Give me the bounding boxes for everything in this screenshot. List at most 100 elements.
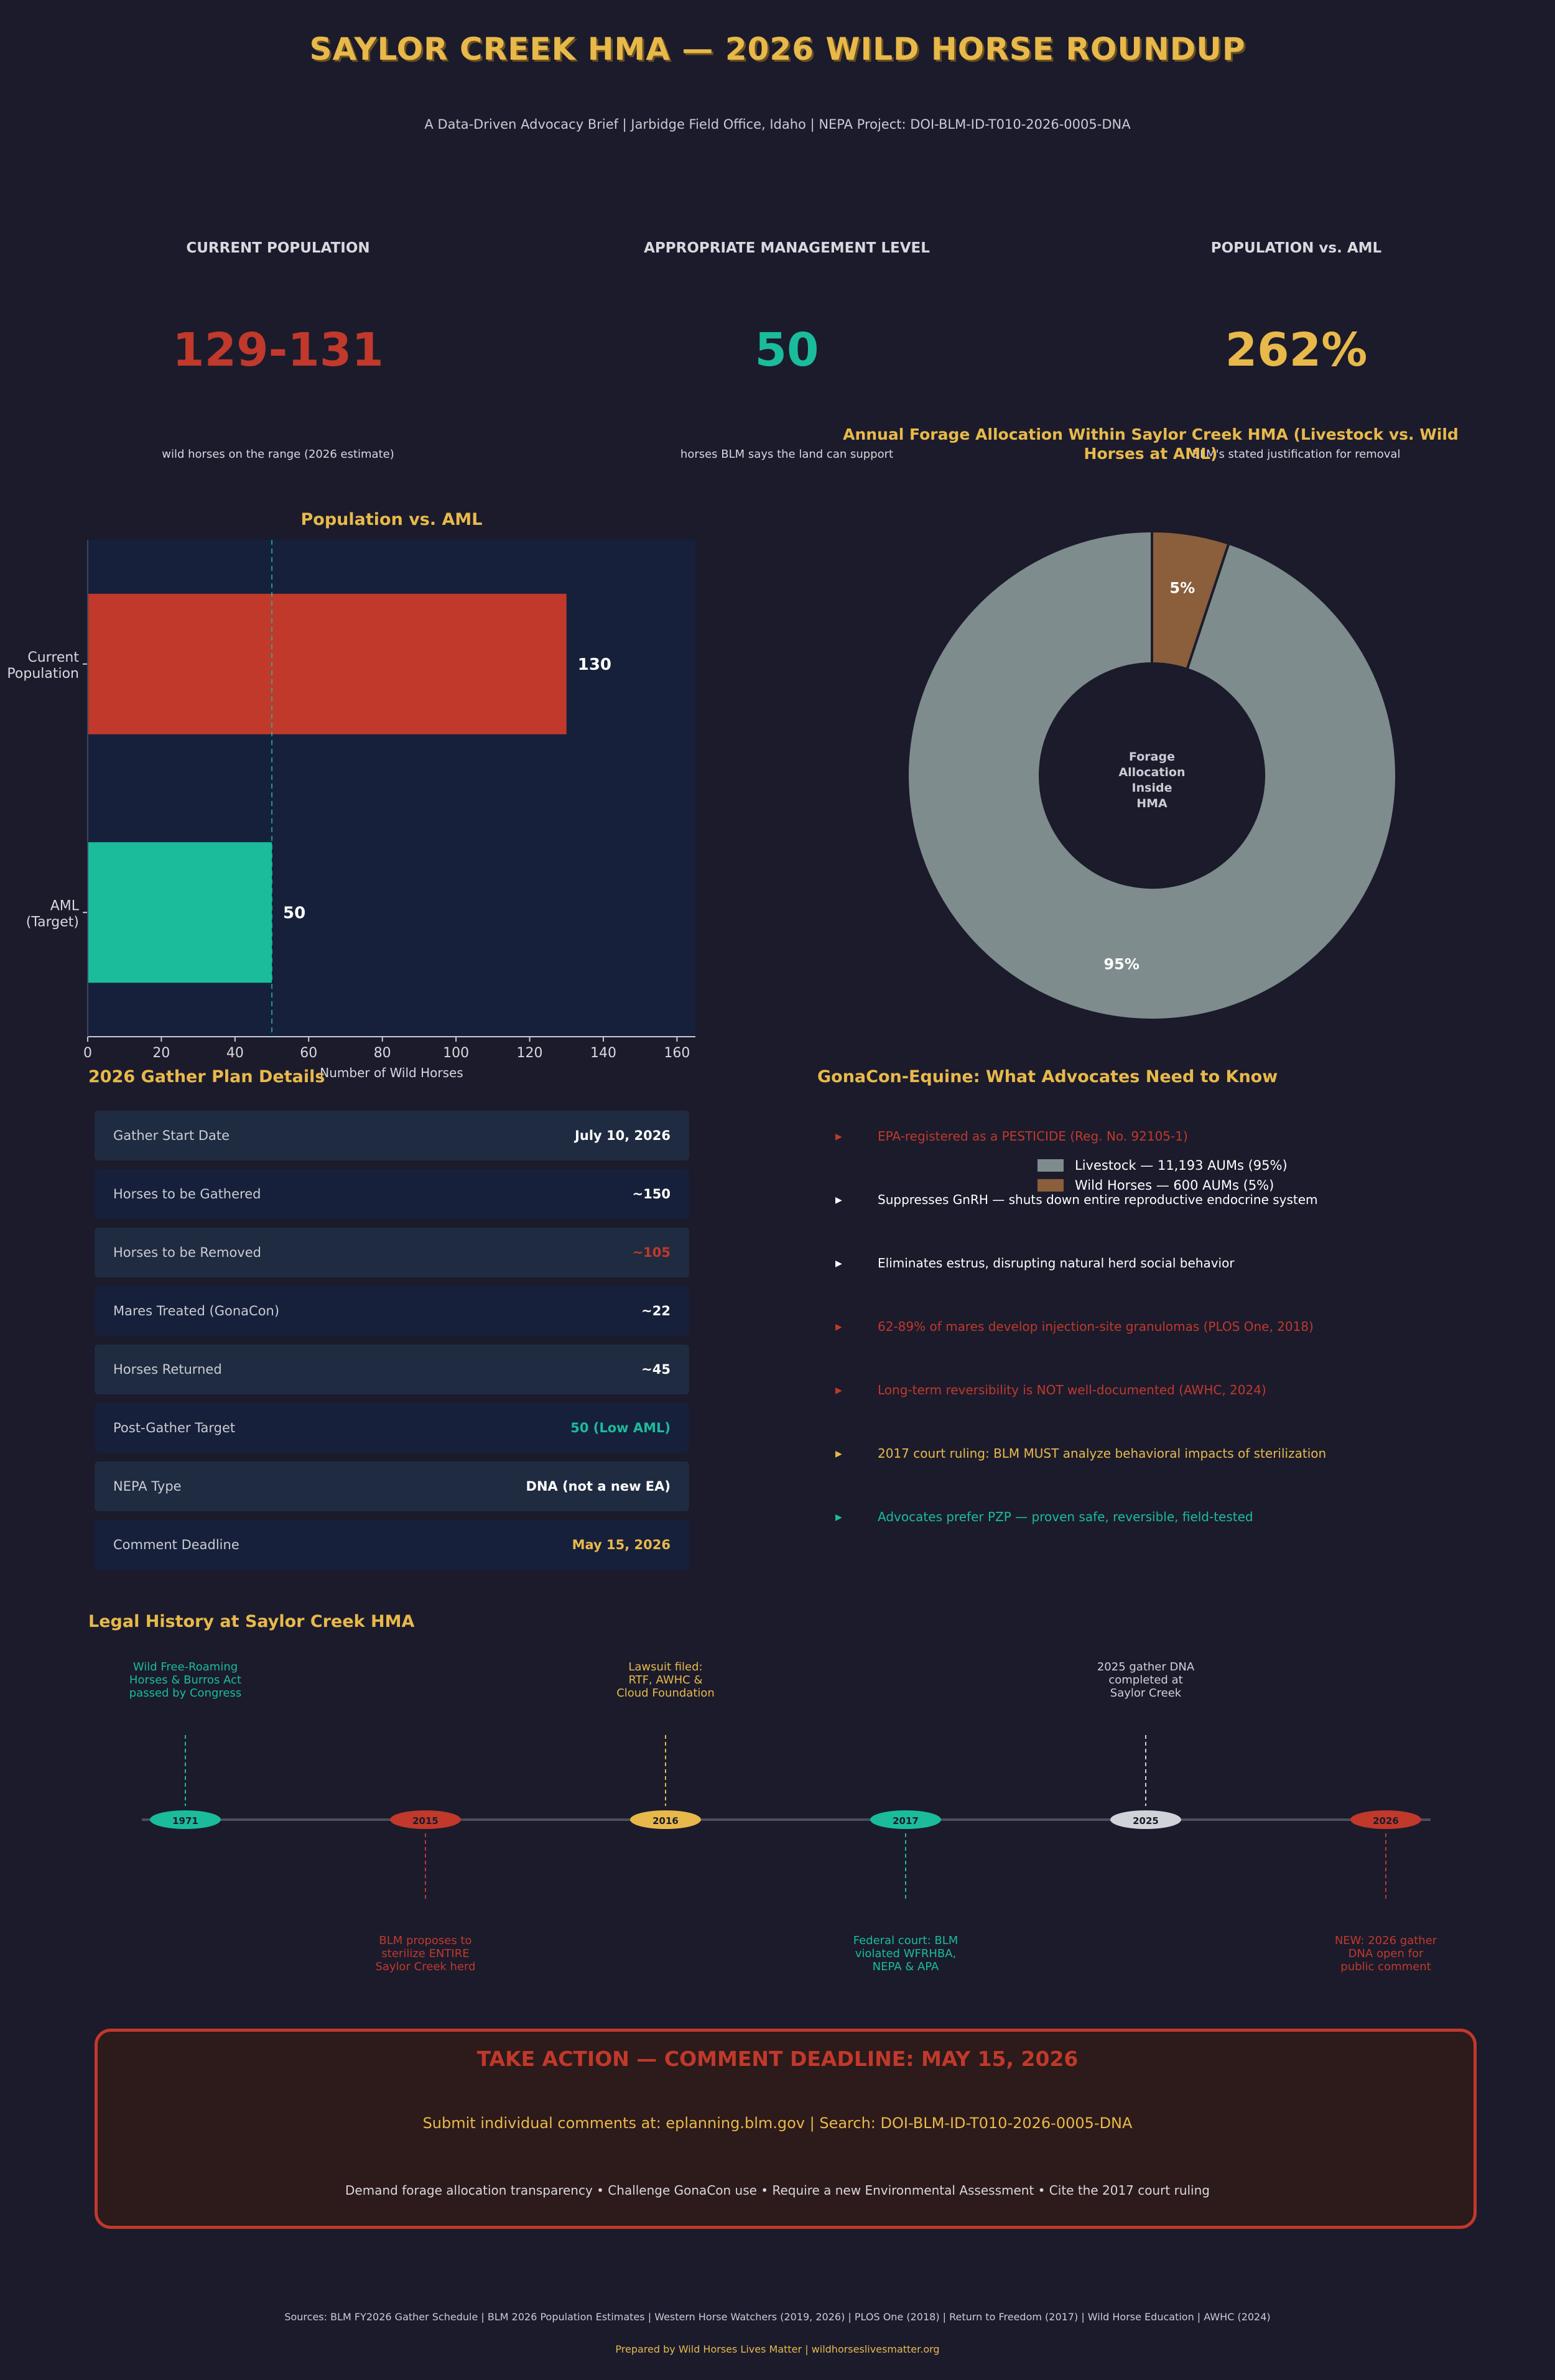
gonacon-item-text: Eliminates estrus, disrupting natural he… bbox=[878, 1256, 1235, 1271]
timeline-title: Legal History at Saylor Creek HMA bbox=[88, 1612, 415, 1631]
timeline-year-marker bbox=[630, 1810, 701, 1829]
gonacon-item-text: EPA-registered as a PESTICIDE (Reg. No. … bbox=[878, 1129, 1188, 1144]
legend-label: Wild Horses — 600 AUMs (5%) bbox=[1075, 1178, 1274, 1193]
gather-row-label: NEPA Type bbox=[113, 1479, 182, 1494]
bar-x-tick-label: 160 bbox=[664, 1045, 690, 1061]
timeline-year-label: 1971 bbox=[172, 1815, 198, 1827]
timeline-event-text: Federal court: BLM violated WFRHBA, NEPA &… bbox=[853, 1934, 959, 1973]
timeline-year-marker bbox=[1110, 1810, 1181, 1829]
gather-row-value: May 15, 2026 bbox=[572, 1537, 671, 1552]
donut-slice-label-0: 5% bbox=[1169, 579, 1195, 596]
timeline-year-marker bbox=[150, 1810, 221, 1829]
bullet-marker-icon: ▶ bbox=[835, 1386, 842, 1396]
legend-swatch bbox=[1037, 1179, 1064, 1192]
timeline-year-marker bbox=[870, 1810, 941, 1829]
gather-row-value: ~45 bbox=[641, 1362, 671, 1377]
gather-row-label: Horses to be Removed bbox=[113, 1245, 261, 1260]
kpi-ratio-label: POPULATION vs. AML bbox=[1210, 240, 1382, 256]
gather-row-label: Gather Start Date bbox=[113, 1128, 230, 1143]
call-to-action-box bbox=[95, 2029, 1477, 2229]
gather-row: Horses to be Gathered ~150 bbox=[95, 1169, 689, 1219]
kpi-aml-label: APPROPRIATE MANAGEMENT LEVEL bbox=[644, 240, 930, 256]
gather-row-value: DNA (not a new EA) bbox=[526, 1479, 671, 1494]
bar-data-label-0: 130 bbox=[578, 655, 611, 674]
gather-row: NEPA Type DNA (not a new EA) bbox=[95, 1461, 689, 1511]
kpi-current-label: CURRENT POPULATION bbox=[186, 240, 370, 256]
bar-chart-title: Population vs. AML bbox=[301, 510, 483, 529]
legend-swatch bbox=[1037, 1159, 1064, 1172]
gonacon-title: GonaCon-Equine: What Advocates Need to K… bbox=[817, 1067, 1278, 1086]
gather-row: Post-Gather Target 50 (Low AML) bbox=[95, 1403, 689, 1453]
kpi-current-sub: wild horses on the range (2026 estimate) bbox=[162, 448, 394, 461]
bar-x-tick-label: 60 bbox=[300, 1045, 317, 1061]
cta-title: TAKE ACTION — COMMENT DEADLINE: MAY 15, … bbox=[476, 2047, 1079, 2071]
gather-row: Comment Deadline May 15, 2026 bbox=[95, 1520, 689, 1570]
legal-timeline: 1971 Wild Free-Roaming Horses & Burros Act… bbox=[129, 1660, 1437, 1973]
timeline-year-label: 2025 bbox=[1133, 1815, 1159, 1827]
gather-row-label: Comment Deadline bbox=[113, 1537, 239, 1552]
gather-row: Horses to be Removed ~105 bbox=[95, 1228, 689, 1277]
sources-footer: Sources: BLM FY2026 Gather Schedule | BL… bbox=[284, 2311, 1271, 2323]
gather-row: Mares Treated (GonaCon) ~22 bbox=[95, 1286, 689, 1336]
timeline-year-label: 2017 bbox=[893, 1815, 919, 1827]
gather-plan-title: 2026 Gather Plan Details bbox=[88, 1067, 325, 1086]
timeline-event-text: 2025 gather DNA completed at Saylor Creek bbox=[1097, 1660, 1195, 1700]
gonacon-item-text: Advocates prefer PZP — proven safe, reve… bbox=[878, 1509, 1253, 1524]
legend-label: Livestock — 11,193 AUMs (95%) bbox=[1075, 1158, 1288, 1173]
bullet-marker-icon: ▶ bbox=[835, 1195, 842, 1205]
bullet-marker-icon: ▶ bbox=[835, 1132, 842, 1142]
gather-row-value: July 10, 2026 bbox=[575, 1128, 671, 1143]
cta-demands: Demand forage allocation transparency • … bbox=[345, 2183, 1210, 2198]
timeline-event-text: NEW: 2026 gather DNA open for public comme… bbox=[1335, 1934, 1437, 1973]
bar-x-tick-label: 80 bbox=[374, 1045, 391, 1061]
timeline-event-text: Wild Free-Roaming Horses & Burros Act pass… bbox=[129, 1660, 241, 1700]
page-title: SAYLOR CREEK HMA — 2026 WILD HORSE ROUND… bbox=[309, 31, 1246, 67]
kpi-current-value: 129-131 bbox=[172, 323, 384, 377]
gather-row-value: 50 (Low AML) bbox=[570, 1420, 671, 1435]
gonacon-item-text: 2017 court ruling: BLM MUST analyze beha… bbox=[878, 1446, 1327, 1461]
gather-row-label: Horses to be Gathered bbox=[113, 1187, 261, 1202]
gonacon-item-text: Suppresses GnRH — shuts down entire repr… bbox=[878, 1192, 1318, 1207]
timeline-year-marker bbox=[1350, 1810, 1421, 1829]
bullet-marker-icon: ▶ bbox=[835, 1512, 842, 1522]
population-bar-chart: Population vs. AML 130 Current Population 50… bbox=[7, 510, 695, 1080]
bullet-marker-icon: ▶ bbox=[835, 1259, 842, 1269]
page-subtitle: A Data-Driven Advocacy Brief | Jarbidge … bbox=[424, 117, 1131, 132]
timeline-year-marker bbox=[390, 1810, 461, 1829]
donut-slice-label-1: 95% bbox=[1103, 956, 1139, 973]
timeline-event-text: BLM proposes to sterilize ENTIRE Saylor Cr… bbox=[375, 1934, 475, 1973]
gather-row-value: ~105 bbox=[632, 1245, 671, 1260]
pie-chart-title: Annual Forage Allocation Within Saylor C… bbox=[843, 425, 1459, 463]
forage-donut-chart: 5% 95% Forage Allocation Inside HMA bbox=[906, 529, 1398, 1021]
bar-data-label-1: 50 bbox=[283, 904, 305, 922]
kpi-aml-value: 50 bbox=[754, 323, 819, 377]
bar-category-label-0: Current Population bbox=[7, 650, 79, 682]
bar-1 bbox=[88, 842, 272, 983]
bullet-marker-icon: ▶ bbox=[835, 1449, 842, 1459]
donut-center-label: Forage Allocation Inside HMA bbox=[1118, 750, 1185, 810]
gather-row-value: ~22 bbox=[641, 1303, 671, 1318]
bar-x-tick-label: 0 bbox=[83, 1045, 92, 1061]
timeline-year-label: 2015 bbox=[412, 1815, 439, 1827]
bar-x-tick-label: 40 bbox=[226, 1045, 244, 1061]
kpi-ratio-value: 262% bbox=[1225, 323, 1368, 377]
timeline-year-label: 2026 bbox=[1373, 1815, 1399, 1827]
timeline-event-text: Lawsuit filed: RTF, AWHC & Cloud Foundatio… bbox=[616, 1660, 715, 1700]
prepared-by-footer: Prepared by Wild Horses Lives Matter | w… bbox=[615, 2343, 940, 2355]
timeline-year-label: 2016 bbox=[652, 1815, 679, 1827]
gather-row: Horses Returned ~45 bbox=[95, 1345, 689, 1394]
kpi-ratio-sub: BLM's stated justification for removal bbox=[1192, 448, 1401, 461]
gonacon-item-text: 62-89% of mares develop injection-site g… bbox=[878, 1319, 1314, 1334]
bar-x-tick-label: 20 bbox=[152, 1045, 170, 1061]
gather-row: Gather Start Date July 10, 2026 bbox=[95, 1111, 689, 1160]
donut-slice-1 bbox=[906, 529, 1398, 1021]
gather-row-value: ~150 bbox=[632, 1187, 671, 1202]
bar-x-tick-label: 100 bbox=[443, 1045, 469, 1061]
gather-row-label: Post-Gather Target bbox=[113, 1420, 236, 1435]
gonacon-item-text: Long-term reversibility is NOT well-docu… bbox=[878, 1382, 1266, 1397]
cta-instructions: Submit individual comments at: eplanning… bbox=[422, 2114, 1133, 2132]
bar-x-tick-label: 140 bbox=[590, 1045, 616, 1061]
gather-row-label: Mares Treated (GonaCon) bbox=[113, 1303, 280, 1318]
gather-row-label: Horses Returned bbox=[113, 1362, 222, 1377]
bar-x-axis-label: Number of Wild Horses bbox=[320, 1065, 463, 1080]
